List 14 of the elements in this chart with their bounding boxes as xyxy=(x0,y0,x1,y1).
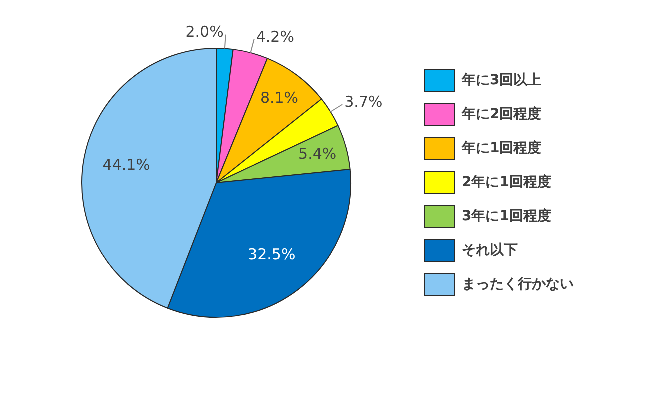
data-label: 4.2% xyxy=(256,28,294,46)
legend-label: まったく行かない xyxy=(462,276,574,293)
legend-label: 3年に1回程度 xyxy=(462,208,552,225)
data-label: 44.1% xyxy=(102,156,150,174)
legend-label: 年に1回程度 xyxy=(461,140,542,157)
data-label: 3.7% xyxy=(344,93,383,112)
legend-label: それ以下 xyxy=(462,242,518,259)
data-label: 2.0% xyxy=(186,23,224,42)
data-label: 5.4% xyxy=(298,144,337,163)
legend-label: 年に2回程度 xyxy=(461,106,542,123)
data-label: 32.5% xyxy=(248,246,296,264)
legend-label: 年に3回以上 xyxy=(461,72,542,89)
data-label: 8.1% xyxy=(260,88,299,107)
legend-label: 2年に1回程度 xyxy=(462,174,552,191)
